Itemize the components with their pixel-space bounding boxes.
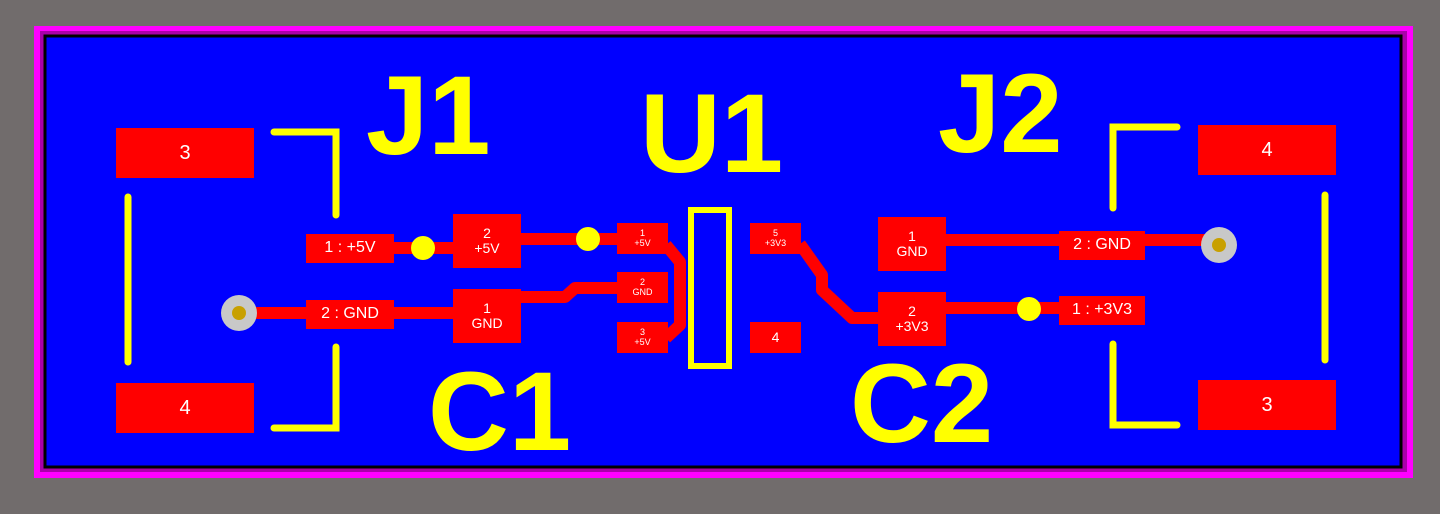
j1-outline-top	[270, 128, 340, 219]
c1-pad1: 1 GND	[453, 289, 521, 343]
c2-pad2: 2 +3V3	[878, 292, 946, 346]
j1-mount-pad-top: 3	[116, 128, 254, 178]
u1-pin3-pad: 3 +5V	[617, 322, 668, 353]
c1-designator: C1	[428, 349, 572, 474]
j2-mount-pad-top: 4	[1198, 125, 1336, 175]
c2-pad1: 1 GND	[878, 217, 946, 271]
via-5v-j1	[411, 236, 435, 260]
via-5v-u1	[576, 227, 600, 251]
copper-pour	[43, 34, 1403, 469]
j2-silkscreen	[1109, 123, 1329, 429]
u1-pin2-pad: 2 GND	[617, 272, 668, 303]
u1-pin1-pad: 1 +5V	[617, 223, 668, 254]
via-3v3-j2	[1017, 297, 1041, 321]
j1-pin2-pad: 2 : GND	[306, 300, 394, 329]
j1-pin1-pad: 1 : +5V	[306, 234, 394, 263]
j1-silkscreen	[124, 128, 340, 432]
u1-pin5-pad: 5 +3V3	[750, 223, 801, 254]
j2-pin2-pad: 2 : GND	[1059, 231, 1145, 260]
j2-mounting-hole	[1201, 227, 1237, 263]
c1-pad2: 2 +5V	[453, 214, 521, 268]
j2-mount-pad-bottom: 3	[1198, 380, 1336, 430]
j1-mounting-hole	[221, 295, 257, 331]
j1-outline-bottom	[270, 343, 340, 432]
u1-pin4-pad: 4	[750, 322, 801, 353]
trace-gnd-c1-u1	[520, 282, 620, 303]
j1-designator: J1	[366, 53, 491, 178]
j2-pin1-pad: 1 : +3V3	[1059, 296, 1145, 325]
trace-3v3-u1-c2	[795, 240, 878, 324]
trace-5v-u1-link	[661, 241, 686, 343]
u1-body-outline	[688, 207, 732, 369]
c2-designator: C2	[850, 341, 994, 466]
j2-designator: J2	[938, 51, 1063, 176]
j2-outline-top	[1109, 123, 1181, 212]
j2-outline-bottom	[1109, 340, 1181, 429]
j1-mount-pad-bottom: 4	[116, 383, 254, 433]
u1-designator: U1	[640, 71, 784, 196]
